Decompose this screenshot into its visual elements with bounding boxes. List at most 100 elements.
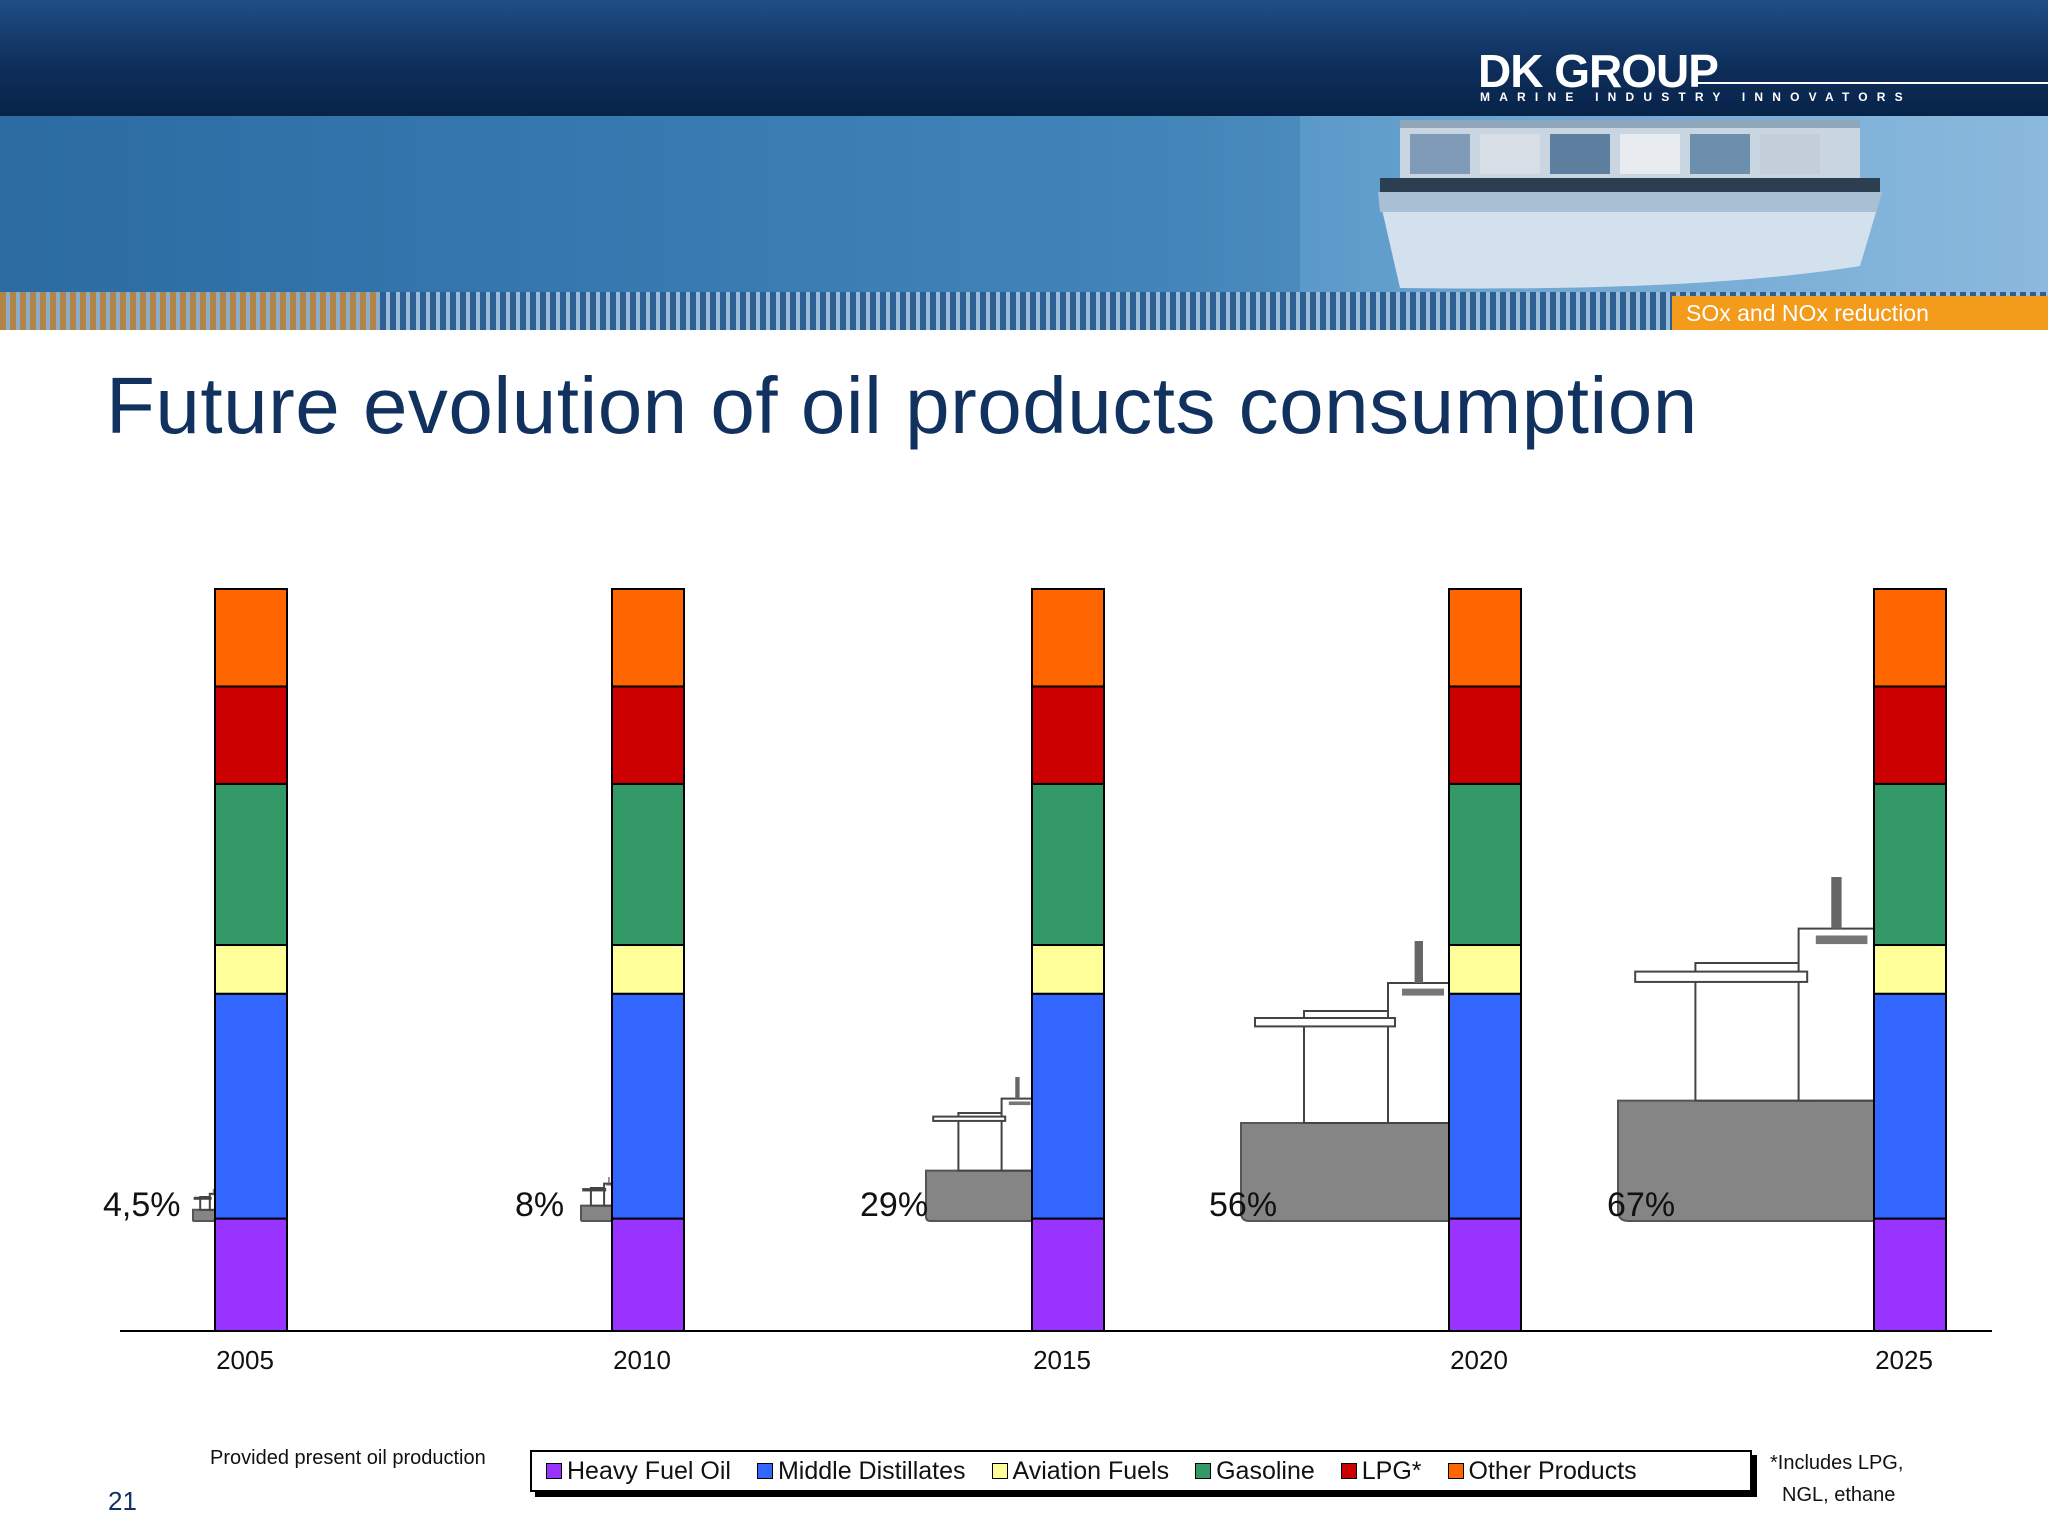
- bar-segment-2010-gasoline: [611, 782, 685, 947]
- slide-header: DK GROUP MARINE INDUSTRY INNOVATORS SOx …: [0, 0, 2048, 330]
- ship-bridge: [1387, 982, 1452, 1125]
- legend-item: Aviation Fuels: [991, 1456, 1170, 1486]
- legend-item: Other Products: [1447, 1456, 1637, 1486]
- logo-tagline: MARINE INDUSTRY INNOVATORS: [1480, 90, 1912, 104]
- ship-hull: [191, 1208, 219, 1223]
- legend-label: Heavy Fuel Oil: [567, 1456, 731, 1485]
- page-number: 21: [108, 1486, 137, 1516]
- footnote-right: *Includes LPG, NGL, ethane: [1770, 1447, 1903, 1511]
- bar-segment-2005-heavy-fuel-oil: [214, 1217, 288, 1333]
- bar-segment-2010-other-products: [611, 588, 685, 688]
- legend-item: LPG*: [1340, 1456, 1422, 1486]
- ship-icon: [191, 1189, 219, 1223]
- section-tag: SOx and NOx reduction: [1672, 296, 2048, 330]
- bar-segment-2010-middle-distillates: [611, 992, 685, 1220]
- legend-label: LPG*: [1361, 1456, 1422, 1485]
- legend-label: Gasoline: [1216, 1456, 1315, 1485]
- bar-segment-2015-middle-distillates: [1031, 992, 1105, 1220]
- annotation-label: 4,5%: [103, 1186, 181, 1224]
- bar-segment-2020-lpg-: [1448, 685, 1522, 785]
- bar-segment-2015-gasoline: [1031, 782, 1105, 947]
- ship-bridge-wing: [1254, 1017, 1396, 1028]
- bar-segment-2010-heavy-fuel-oil: [611, 1217, 685, 1333]
- bar-segment-2010-aviation-fuels: [611, 944, 685, 995]
- ship-bridge: [1000, 1097, 1036, 1172]
- bar-segment-2010-lpg-: [611, 685, 685, 785]
- container-ship-illustration: [0, 116, 1882, 292]
- legend-swatch: [1447, 1463, 1464, 1479]
- ship-windows: [211, 1194, 217, 1196]
- ship-icon: [580, 1177, 615, 1222]
- legend-item: Middle Distillates: [756, 1456, 966, 1486]
- bar-segment-2020-middle-distillates: [1448, 992, 1522, 1220]
- bar-segment-2025-middle-distillates: [1873, 992, 1947, 1220]
- ship-mast: [1831, 877, 1842, 929]
- ship-icon: [1616, 877, 1877, 1222]
- legend-label: Other Products: [1468, 1456, 1637, 1485]
- x-tick-label: 2015: [1033, 1345, 1091, 1375]
- ship-windows: [1815, 935, 1868, 945]
- bar-segment-2005-lpg-: [214, 685, 288, 785]
- legend-label: Aviation Fuels: [1012, 1456, 1170, 1485]
- bar-segment-2025-other-products: [1873, 588, 1947, 688]
- ship-superstructure: [957, 1111, 1010, 1172]
- bar-segment-2015-heavy-fuel-oil: [1031, 1217, 1105, 1333]
- bar-segment-2025-heavy-fuel-oil: [1873, 1217, 1947, 1333]
- bar-segment-2025-lpg-: [1873, 685, 1947, 785]
- annotation-label: 56%: [1209, 1186, 1277, 1224]
- ship-icon: [1240, 941, 1452, 1222]
- legend-swatch: [546, 1463, 562, 1479]
- legend-swatch: [1195, 1463, 1212, 1479]
- ship-bridge-wing: [193, 1196, 212, 1200]
- bar-segment-2015-other-products: [1031, 588, 1105, 688]
- bar-segment-2020-other-products: [1448, 588, 1522, 688]
- ship-hull: [924, 1169, 1036, 1223]
- slide-title: Future evolution of oil products consump…: [106, 361, 1698, 450]
- ship-windows: [1402, 988, 1444, 996]
- chart-legend: Heavy Fuel Oil Middle Distillates Aviation…: [530, 1450, 1752, 1492]
- footnote-left: Provided present oil production: [210, 1447, 486, 1469]
- x-tick-label: 2025: [1875, 1345, 1933, 1375]
- bar-segment-2015-lpg-: [1031, 685, 1105, 785]
- ship-mast: [1015, 1077, 1020, 1099]
- bar-segment-2020-heavy-fuel-oil: [1448, 1217, 1522, 1333]
- ship-bridge-wing: [1634, 970, 1809, 983]
- ship-icon: [924, 1077, 1036, 1223]
- x-tick-label: 2020: [1450, 1345, 1508, 1375]
- annotation-label: 67%: [1607, 1186, 1675, 1224]
- annotation-label: 29%: [860, 1186, 928, 1224]
- bar-segment-2005-other-products: [214, 588, 288, 688]
- legend-swatch: [1340, 1463, 1357, 1479]
- legend-swatch: [756, 1463, 773, 1479]
- bar-segment-2005-middle-distillates: [214, 992, 288, 1220]
- ship-bridge-wing: [582, 1188, 607, 1192]
- ship-bridge-wing: [932, 1115, 1007, 1122]
- x-tick-label: 2010: [613, 1345, 671, 1375]
- x-tick-label: 2005: [216, 1345, 274, 1375]
- bar-segment-2025-gasoline: [1873, 782, 1947, 947]
- bar-segment-2005-gasoline: [214, 782, 288, 947]
- annotation-label: 8%: [515, 1186, 564, 1224]
- legend-swatch: [991, 1463, 1008, 1479]
- legend-item: Gasoline: [1195, 1457, 1315, 1486]
- ship-hull: [580, 1204, 615, 1222]
- ship-superstructure: [1694, 961, 1817, 1102]
- ship-hull: [1616, 1099, 1877, 1222]
- header-top-band: [0, 0, 2048, 116]
- ship-hull: [1240, 1122, 1452, 1222]
- legend-item: Heavy Fuel Oil: [546, 1457, 731, 1486]
- bar-segment-2015-aviation-fuels: [1031, 944, 1105, 995]
- logo-underline: [1694, 82, 2048, 84]
- company-logo: DK GROUP: [1478, 45, 1719, 97]
- footnote-right-line2: NGL, ethane: [1782, 1484, 1896, 1506]
- ship-mast: [1414, 941, 1423, 983]
- bar-segment-2020-gasoline: [1448, 782, 1522, 947]
- header-stripe-accent: [0, 292, 380, 330]
- legend-label: Middle Distillates: [777, 1456, 966, 1485]
- footnote-right-line1: *Includes LPG,: [1770, 1452, 1904, 1474]
- ship-windows: [606, 1184, 613, 1186]
- ship-bridge: [1797, 927, 1877, 1102]
- header-photo-band: [0, 116, 2048, 292]
- bar-segment-2025-aviation-fuels: [1873, 944, 1947, 995]
